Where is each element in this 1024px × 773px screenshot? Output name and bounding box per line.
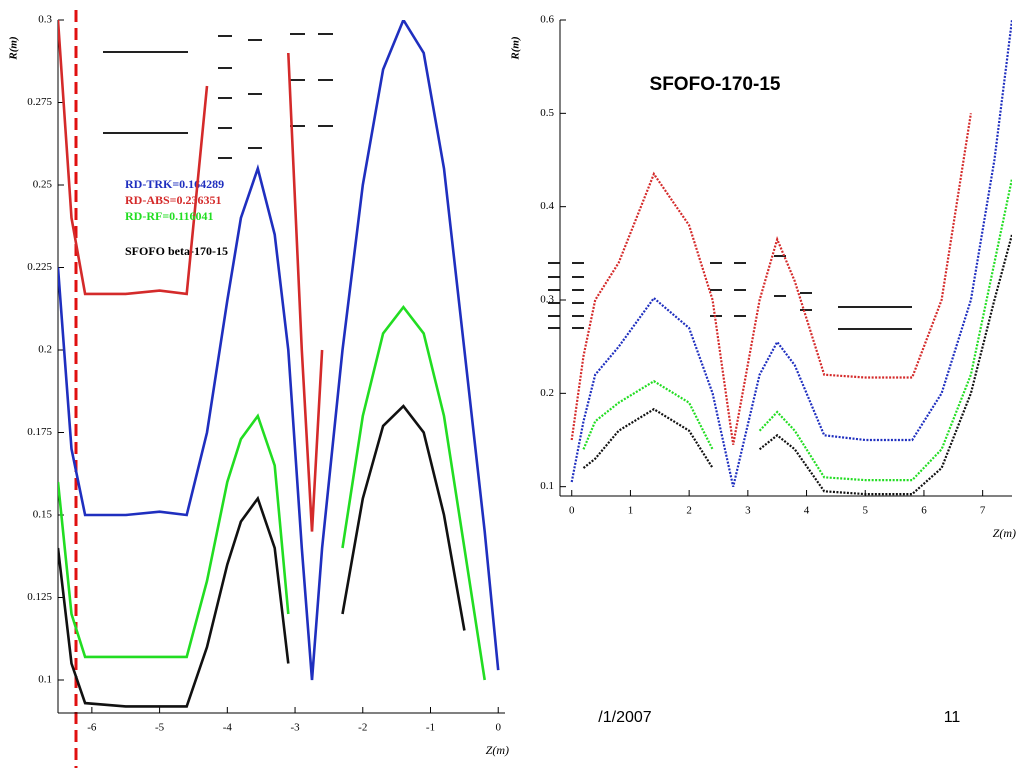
footer-date: /1/2007 [598,709,651,726]
series-line [582,178,1012,482]
y-tick-label: 0.3 [540,294,554,306]
y-tick-label: 0.2 [38,344,52,356]
y-tick-label: 0.3 [38,14,52,26]
chart-title: SFOFO-170-15 [650,74,781,95]
legend-entry: RD-RF=0.116041 [125,209,214,223]
magnet-markers [103,33,912,330]
y-tick-label: 0.2 [540,387,554,399]
y-tick-label: 0.25 [33,179,53,191]
series-line [58,20,500,681]
x-tick-label: 0 [569,505,575,517]
x-tick-label: 7 [980,505,986,517]
y-tick-label: 0.1 [38,674,52,686]
x-tick-label: 6 [921,505,927,517]
y-tick-label: 0.1 [540,480,554,492]
x-tick-label: 0 [495,722,501,734]
y-axis-label: R(m) [8,36,20,60]
x-tick-label: -3 [290,722,300,734]
x-axis-label: Z(m) [486,743,509,757]
x-tick-label: -2 [358,722,367,734]
annotation: SFOFO beta-170-15 [125,244,228,258]
x-tick-label: 2 [686,505,692,517]
series-line [58,304,486,681]
y-tick-label: 0.4 [540,200,554,212]
x-tick-label: 4 [804,505,810,517]
y-tick-label: 0.6 [540,14,554,26]
series-line [58,20,324,532]
x-tick-label: -4 [223,722,233,734]
footer-page: 11 [944,709,961,726]
x-axis-label: Z(m) [993,526,1016,540]
x-tick-label: -5 [155,722,165,734]
series-line [570,20,1012,487]
x-tick-label: 5 [862,505,868,517]
legend-entry: RD-ABS=0.236351 [125,193,222,207]
series-line [570,113,972,445]
y-tick-label: 0.175 [27,426,52,438]
x-tick-label: 3 [745,505,751,517]
series-line [582,234,1012,496]
x-tick-label: 1 [628,505,634,517]
series-line [58,404,466,708]
y-axis-label: R(m) [510,36,522,60]
y-tick-label: 0.15 [33,509,53,521]
y-tick-label: 0.125 [27,591,52,603]
x-tick-label: -1 [426,722,435,734]
x-tick-label: -6 [87,722,97,734]
legend-entry: RD-TRK=0.164289 [125,177,224,191]
y-tick-label: 0.225 [27,261,52,273]
y-tick-label: 0.275 [27,96,52,108]
y-tick-label: 0.5 [540,107,554,119]
